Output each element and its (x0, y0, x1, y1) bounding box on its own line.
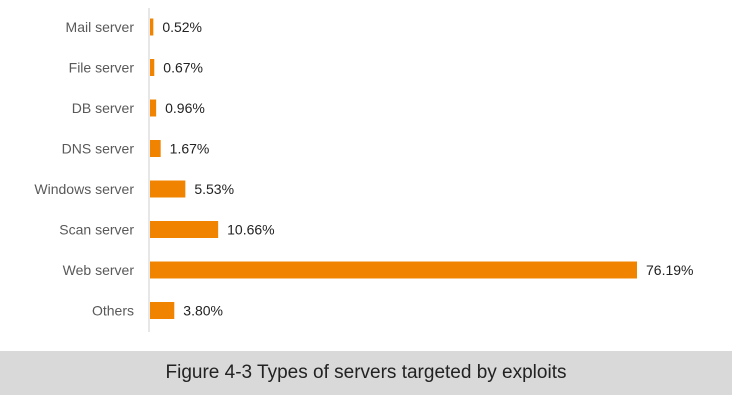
bar (150, 59, 155, 76)
data-label: 0.52% (162, 19, 202, 35)
data-label: 10.66% (227, 222, 274, 238)
category-label: Web server (63, 262, 135, 278)
figure-caption: Figure 4-3 Types of servers targeted by … (165, 362, 567, 383)
category-label: DB server (72, 100, 135, 116)
category-label: DNS server (62, 141, 135, 157)
data-label: 76.19% (646, 262, 693, 278)
data-label: 3.80% (183, 303, 223, 319)
data-label: 0.67% (163, 60, 203, 76)
data-label: 1.67% (170, 141, 210, 157)
category-label: Windows server (34, 181, 134, 197)
bar (150, 99, 157, 117)
bar (150, 18, 154, 36)
category-label: Others (92, 303, 134, 319)
bar (150, 261, 637, 279)
bar (150, 302, 175, 319)
data-label: 5.53% (194, 181, 234, 197)
data-label: 0.96% (165, 100, 205, 116)
figure-caption-bar: Figure 4-3 Types of servers targeted by … (0, 351, 732, 395)
bar (150, 221, 219, 238)
category-label: Scan server (59, 222, 134, 238)
category-label: Mail server (66, 19, 135, 35)
bar (150, 180, 186, 198)
bar-chart: Mail server 0.52% File server 0.67% DB serve… (34, 8, 693, 332)
bar (150, 140, 161, 157)
category-label: File server (69, 60, 135, 76)
